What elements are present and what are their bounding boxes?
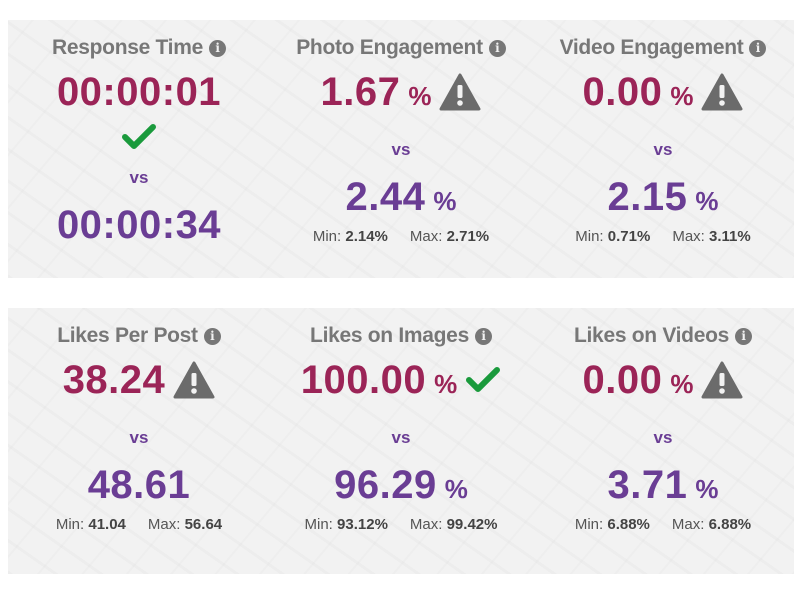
warning-icon — [173, 361, 215, 399]
vs-label: vs — [653, 140, 673, 159]
metric-title: Likes Per Post i — [57, 324, 221, 348]
max-range: Max: 6.88% — [671, 516, 752, 533]
metric-title-text: Video Engagement — [559, 36, 744, 59]
benchmark-unit: % — [695, 185, 719, 216]
min-range: Min: 2.14% — [312, 228, 388, 245]
warning-icon — [701, 361, 743, 399]
current-value: 0.00 % — [583, 66, 744, 118]
metric-title-text: Likes on Images — [310, 324, 469, 347]
min-max-range: Min: 93.12% Max: 99.42% — [305, 516, 498, 533]
benchmark-value-text: 2.44 — [345, 174, 426, 219]
current-value: 1.67 % — [321, 66, 482, 118]
metric-title-text: Likes on Videos — [574, 324, 729, 347]
max-range: Max: 3.11% — [672, 228, 751, 245]
benchmark-value-text: 2.15 — [607, 174, 688, 219]
metric-title-text: Response Time — [52, 36, 203, 59]
metric-title: Photo Engagement i — [296, 36, 506, 60]
min-value: 6.88% — [607, 516, 650, 533]
metrics-panel-top: Response Time i 00:00:01 vs 00:00:34 Pho… — [8, 20, 794, 278]
benchmark-value-text: 00:00:34 — [56, 202, 222, 247]
metric-card-likes-per-post: Likes Per Post i 38.24 vs 48.61 Min: 41.… — [8, 308, 270, 574]
current-unit: % — [670, 368, 694, 399]
metrics-panel-bottom: Likes Per Post i 38.24 vs 48.61 Min: 41.… — [8, 308, 794, 574]
min-value: 2.14% — [345, 228, 388, 245]
current-value-text: 100.00 — [300, 357, 427, 402]
benchmark-unit: % — [695, 473, 719, 504]
metric-card-response-time: Response Time i 00:00:01 vs 00:00:34 — [8, 20, 270, 278]
min-max-range: Min: 0.71% Max: 3.11% — [575, 228, 750, 245]
max-value: 3.11% — [709, 228, 751, 245]
warning-icon — [439, 73, 481, 111]
min-max-range: Min: 41.04 Max: 56.64 — [56, 516, 222, 533]
max-value: 2.71% — [446, 228, 490, 245]
min-max-range: Min: 2.14% Max: 2.71% — [313, 228, 489, 245]
info-icon[interactable]: i — [474, 327, 492, 345]
current-value-text: 0.00 — [582, 69, 663, 114]
current-value: 0.00 % — [583, 354, 744, 406]
max-value: 56.64 — [184, 516, 223, 533]
max-range: Max: 56.64 — [147, 516, 223, 533]
min-value: 0.71% — [607, 228, 651, 245]
current-value: 100.00 % — [301, 354, 501, 406]
current-unit: % — [408, 80, 432, 111]
info-icon[interactable]: i — [488, 39, 506, 57]
current-unit: % — [670, 80, 694, 111]
metric-title-text: Photo Engagement — [296, 36, 483, 59]
vs-label: vs — [653, 428, 673, 447]
current-unit: % — [434, 368, 458, 399]
metric-title: Video Engagement i — [560, 36, 767, 60]
vs-label: vs — [391, 428, 411, 447]
benchmark-value: 96.29 % — [334, 460, 468, 510]
info-icon[interactable]: i — [735, 327, 752, 345]
metric-card-likes-on-images: Likes on Images i 100.00 % vs 96.29 % Mi… — [270, 308, 532, 574]
metric-title: Response Time i — [52, 36, 226, 60]
min-range: Min: 0.71% — [575, 228, 651, 245]
benchmark-value-text: 48.61 — [87, 462, 191, 507]
benchmark-value: 00:00:34 — [57, 200, 221, 250]
min-value: 41.04 — [88, 516, 126, 533]
benchmark-value: 48.61 — [88, 460, 191, 510]
benchmark-unit: % — [433, 185, 457, 216]
metric-title: Likes on Videos i — [574, 324, 752, 348]
metric-card-likes-on-videos: Likes on Videos i 0.00 % vs 3.71 % Min: … — [532, 308, 794, 574]
vs-label: vs — [129, 168, 149, 187]
current-value-text: 00:00:01 — [56, 69, 222, 114]
info-icon[interactable]: i — [208, 39, 226, 57]
metric-title-text: Likes Per Post — [57, 324, 198, 347]
check-icon — [466, 367, 501, 392]
current-value-text: 38.24 — [62, 357, 166, 402]
benchmark-unit: % — [444, 473, 468, 504]
metric-title: Likes on Images i — [310, 324, 492, 348]
max-value: 99.42% — [446, 516, 498, 533]
min-value: 93.12% — [337, 516, 388, 533]
current-value: 00:00:01 — [57, 66, 221, 118]
max-range: Max: 2.71% — [409, 228, 490, 245]
benchmark-value: 2.15 % — [608, 172, 719, 222]
min-max-range: Min: 6.88% Max: 6.88% — [575, 516, 751, 533]
current-value: 38.24 — [63, 354, 216, 406]
info-icon[interactable]: i — [749, 39, 767, 57]
max-value: 6.88% — [708, 516, 752, 533]
check-icon — [122, 124, 156, 149]
benchmark-value-text: 3.71 — [607, 462, 688, 507]
info-icon[interactable]: i — [203, 327, 221, 345]
current-value-text: 1.67 — [320, 69, 401, 114]
min-range: Min: 41.04 — [55, 516, 126, 533]
max-range: Max: 99.42% — [409, 516, 498, 533]
current-value-text: 0.00 — [582, 357, 663, 402]
vs-label: vs — [391, 140, 411, 159]
min-range: Min: 6.88% — [574, 516, 650, 533]
benchmark-value: 2.44 % — [346, 172, 457, 222]
warning-icon — [701, 73, 743, 111]
benchmark-value: 3.71 % — [608, 460, 719, 510]
benchmark-value-text: 96.29 — [334, 462, 437, 507]
min-range: Min: 93.12% — [304, 516, 388, 533]
metric-card-video-engagement: Video Engagement i 0.00 % vs 2.15 % Min:… — [532, 20, 794, 278]
metric-card-photo-engagement: Photo Engagement i 1.67 % vs 2.44 % Min:… — [270, 20, 532, 278]
vs-label: vs — [129, 428, 149, 447]
